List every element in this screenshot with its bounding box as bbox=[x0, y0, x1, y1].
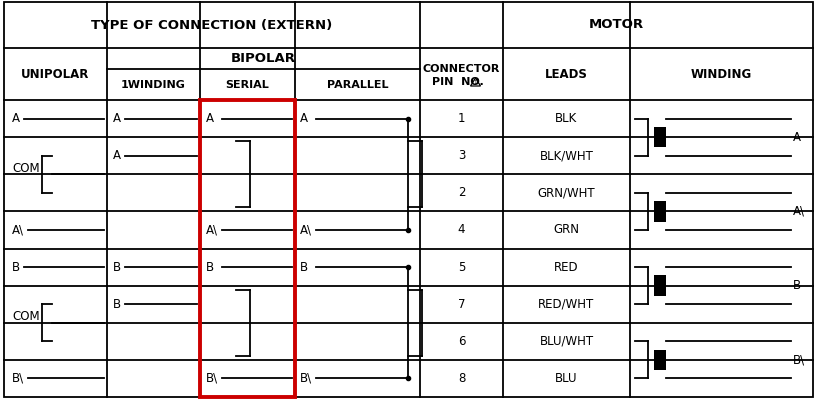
Text: LEADS: LEADS bbox=[545, 67, 588, 81]
Text: 1: 1 bbox=[474, 79, 477, 85]
Text: B\: B\ bbox=[12, 372, 25, 385]
Text: B: B bbox=[113, 298, 121, 311]
Text: B: B bbox=[300, 261, 308, 273]
Text: BIPOLAR: BIPOLAR bbox=[231, 52, 296, 65]
Text: CONNECTOR: CONNECTOR bbox=[423, 64, 500, 74]
Text: B: B bbox=[12, 261, 20, 273]
Bar bbox=[654, 201, 666, 222]
Text: 5: 5 bbox=[458, 261, 465, 273]
Text: RED/WHT: RED/WHT bbox=[538, 298, 595, 311]
Text: GRN/WHT: GRN/WHT bbox=[538, 186, 596, 199]
Text: UNIPOLAR: UNIPOLAR bbox=[21, 67, 90, 81]
Text: PARALLEL: PARALLEL bbox=[327, 79, 388, 89]
Text: 7: 7 bbox=[458, 298, 465, 311]
Text: 3: 3 bbox=[458, 149, 465, 162]
Text: A: A bbox=[793, 131, 801, 144]
Text: 1: 1 bbox=[458, 112, 465, 125]
Text: A: A bbox=[12, 112, 20, 125]
Text: 4: 4 bbox=[458, 223, 465, 237]
Text: SERIAL: SERIAL bbox=[225, 79, 270, 89]
Bar bbox=[654, 127, 666, 147]
Text: A: A bbox=[113, 149, 121, 162]
Text: WINDING: WINDING bbox=[691, 67, 752, 81]
Text: A: A bbox=[113, 112, 121, 125]
Text: RED: RED bbox=[554, 261, 578, 273]
Text: B\: B\ bbox=[793, 353, 805, 367]
Text: BLK/WHT: BLK/WHT bbox=[539, 149, 593, 162]
Text: 2: 2 bbox=[458, 186, 465, 199]
Text: B\: B\ bbox=[206, 372, 218, 385]
Text: GRN: GRN bbox=[553, 223, 579, 237]
Text: COM: COM bbox=[12, 310, 40, 323]
Text: B: B bbox=[206, 261, 214, 273]
Text: TYPE OF CONNECTION (EXTERN): TYPE OF CONNECTION (EXTERN) bbox=[92, 18, 333, 32]
Text: 6: 6 bbox=[458, 335, 465, 348]
Text: A\: A\ bbox=[206, 223, 218, 237]
Text: B\: B\ bbox=[300, 372, 312, 385]
Text: COM: COM bbox=[12, 162, 40, 175]
Text: A\: A\ bbox=[793, 205, 805, 218]
Text: B: B bbox=[113, 261, 121, 273]
Text: A\: A\ bbox=[12, 223, 24, 237]
Text: BLU/WHT: BLU/WHT bbox=[539, 335, 594, 348]
Text: A: A bbox=[206, 112, 214, 125]
Text: PIN  NO.: PIN NO. bbox=[431, 77, 484, 87]
Text: 8: 8 bbox=[458, 372, 465, 385]
Text: BLK: BLK bbox=[556, 112, 578, 125]
Text: 1WINDING: 1WINDING bbox=[121, 79, 186, 89]
Bar bbox=[654, 350, 666, 370]
Text: BLU: BLU bbox=[556, 372, 578, 385]
Text: A\: A\ bbox=[300, 223, 312, 237]
Text: A: A bbox=[300, 112, 308, 125]
Text: MOTOR: MOTOR bbox=[589, 18, 644, 32]
Bar bbox=[654, 275, 666, 296]
Text: B: B bbox=[793, 279, 801, 292]
Bar bbox=[200, 100, 295, 397]
